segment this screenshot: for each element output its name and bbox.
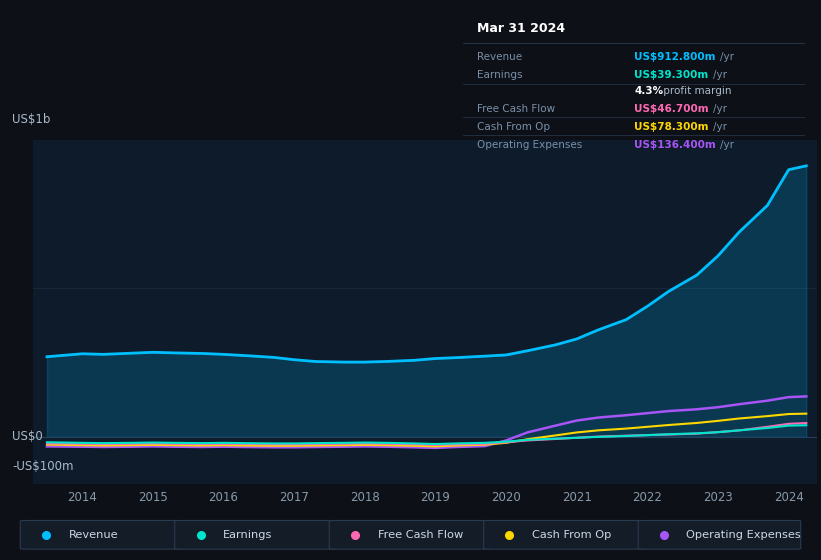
- Text: US$1b: US$1b: [12, 113, 51, 126]
- FancyBboxPatch shape: [329, 520, 492, 549]
- FancyBboxPatch shape: [638, 520, 800, 549]
- Text: /yr: /yr: [713, 104, 727, 114]
- Text: Operating Expenses: Operating Expenses: [686, 530, 801, 540]
- Text: /yr: /yr: [713, 122, 727, 132]
- Text: /yr: /yr: [720, 52, 734, 62]
- Text: Mar 31 2024: Mar 31 2024: [477, 22, 565, 35]
- Text: US$136.400m: US$136.400m: [634, 140, 716, 150]
- Text: US$78.300m: US$78.300m: [634, 122, 709, 132]
- Text: 4.3%: 4.3%: [634, 86, 663, 96]
- Text: Revenue: Revenue: [477, 52, 522, 62]
- Text: Revenue: Revenue: [68, 530, 118, 540]
- Text: Cash From Op: Cash From Op: [532, 530, 612, 540]
- Text: profit margin: profit margin: [659, 86, 732, 96]
- Text: Operating Expenses: Operating Expenses: [477, 140, 582, 150]
- Text: -US$100m: -US$100m: [12, 460, 74, 473]
- FancyBboxPatch shape: [21, 520, 183, 549]
- FancyBboxPatch shape: [484, 520, 646, 549]
- Text: /yr: /yr: [713, 70, 727, 80]
- Text: US$46.700m: US$46.700m: [634, 104, 709, 114]
- Text: /yr: /yr: [720, 140, 734, 150]
- Text: Free Cash Flow: Free Cash Flow: [477, 104, 555, 114]
- Text: Free Cash Flow: Free Cash Flow: [378, 530, 463, 540]
- Text: US$0: US$0: [12, 431, 43, 444]
- Text: Earnings: Earnings: [223, 530, 273, 540]
- Text: US$912.800m: US$912.800m: [634, 52, 715, 62]
- Text: Cash From Op: Cash From Op: [477, 122, 550, 132]
- Text: Earnings: Earnings: [477, 70, 522, 80]
- Text: US$39.300m: US$39.300m: [634, 70, 709, 80]
- FancyBboxPatch shape: [175, 520, 337, 549]
